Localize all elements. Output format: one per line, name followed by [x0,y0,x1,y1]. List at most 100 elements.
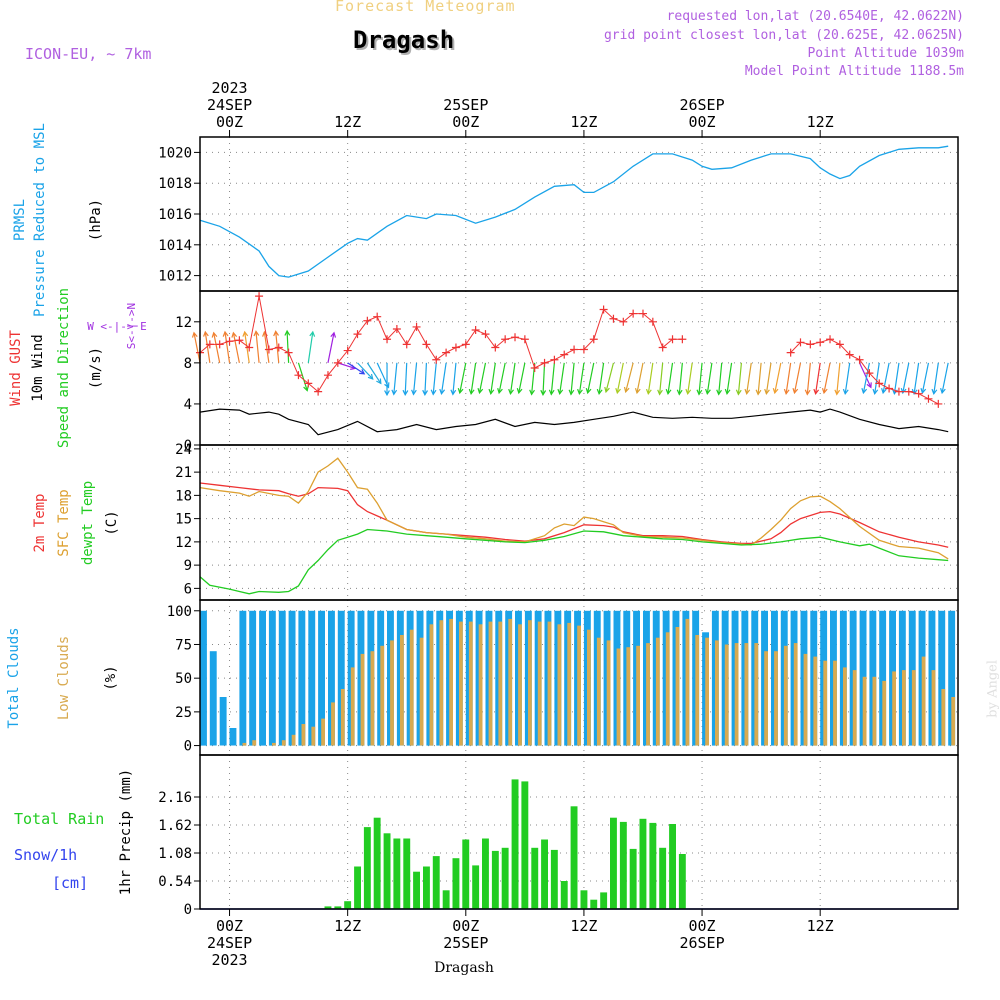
low-cloud-bar [813,656,818,746]
rain-bar [649,822,657,909]
gust-marker [638,309,647,318]
y-axis-label: 10m Wind [30,334,46,401]
total-cloud-bar [219,697,227,746]
rain-bar [600,892,608,909]
gust-marker [343,346,352,355]
bottom-time-label: 12Z [807,917,834,935]
gust-marker [530,364,539,372]
low-cloud-bar [882,680,887,746]
gust-marker [225,337,234,346]
rain-bar [521,781,529,909]
low-cloud-bar [252,740,257,746]
low-cloud-bar [843,667,847,746]
total-cloud-bar [328,610,335,746]
wind-arrow [402,362,409,396]
gust-marker [373,312,382,321]
top-time-label: 00Z [452,113,479,131]
y-tick-label: 8 [184,356,192,372]
low-cloud-bar [291,734,296,746]
total-cloud-bar [948,610,956,746]
low-cloud-bar [557,624,562,746]
y-tick-label: 12 [175,315,192,331]
gust-marker [855,355,864,364]
gust-line [790,338,939,405]
gust-marker [806,340,815,349]
bottom-time-label: 12Z [334,917,361,935]
rain-bar [354,866,361,909]
gust-marker [668,335,677,344]
rain-bar [373,817,381,909]
low-cloud-bar [409,629,414,746]
rain-bar [423,866,430,909]
top-time-label: 12Z [334,113,361,131]
wind-arrow [231,331,240,363]
gust-marker [550,355,559,364]
wind-arrow [411,362,418,396]
rain-bar [344,901,352,909]
low-cloud-bar [646,643,650,746]
wind-arrow [931,362,939,396]
sfc-temp-line [199,457,949,560]
wind-arrow [665,362,674,396]
gust-marker [520,335,529,344]
wind-arrow [596,362,605,396]
y-tick-label: 0 [184,902,192,918]
rain-bar [580,890,588,909]
gust-marker [658,343,667,352]
low-cloud-bar [833,660,837,746]
rain-bar [462,839,470,909]
gust-marker [816,338,825,347]
gust-marker [826,335,835,344]
wind-arrow [604,362,615,394]
low-cloud-bar [606,640,611,746]
gust-marker [471,326,480,335]
total-cloud-bar [337,610,345,746]
y-tick-label: 0 [184,739,192,755]
wind-arrow [735,362,743,396]
low-cloud-bar [655,637,660,746]
gust-marker [786,348,795,357]
wind-arrow [366,362,382,385]
rain-bar [452,858,460,909]
total-cloud-bar [229,728,237,746]
gust-line [199,296,683,393]
gust-marker [845,350,854,359]
gust-marker [402,340,411,349]
y-axis-label: Pressure Reduced to MSL [32,123,48,317]
gust-marker [392,324,401,333]
low-cloud-bar [340,689,345,746]
wind-arrow [450,362,457,396]
rain-bar [639,818,647,909]
low-cloud-bar [301,724,306,746]
wind-arrow [211,331,221,363]
rain-bar [590,899,598,909]
gust-marker [412,322,421,331]
gust-marker [835,340,844,349]
top-time-label: 00Z [216,113,243,131]
panel-frame [199,754,959,910]
wind-arrow [488,362,496,396]
low-cloud-bar [705,637,709,746]
total-cloud-bar [200,610,207,746]
low-cloud-bar [459,621,463,746]
low-cloud-bar [724,644,729,746]
y-axis-label: Speed and Direction [56,288,72,448]
footer-location-label: Dragash [434,960,494,976]
rain-bar [678,854,686,909]
gust-marker [274,343,283,352]
wind-arrow [391,362,398,396]
gust-marker [205,340,214,349]
wind-arrow [422,362,429,396]
rain-bar [541,839,548,909]
low-cloud-bar [862,676,867,746]
wind-arrow [892,362,900,396]
gust-marker [255,292,264,301]
low-cloud-bar [783,645,788,746]
total-cloud-bar [268,610,276,746]
bottom-time-label: 00Z [689,917,716,935]
gust-marker [629,309,638,318]
gust-marker [323,371,332,380]
wind10m-line [199,408,949,436]
wind-arrow [497,362,506,395]
